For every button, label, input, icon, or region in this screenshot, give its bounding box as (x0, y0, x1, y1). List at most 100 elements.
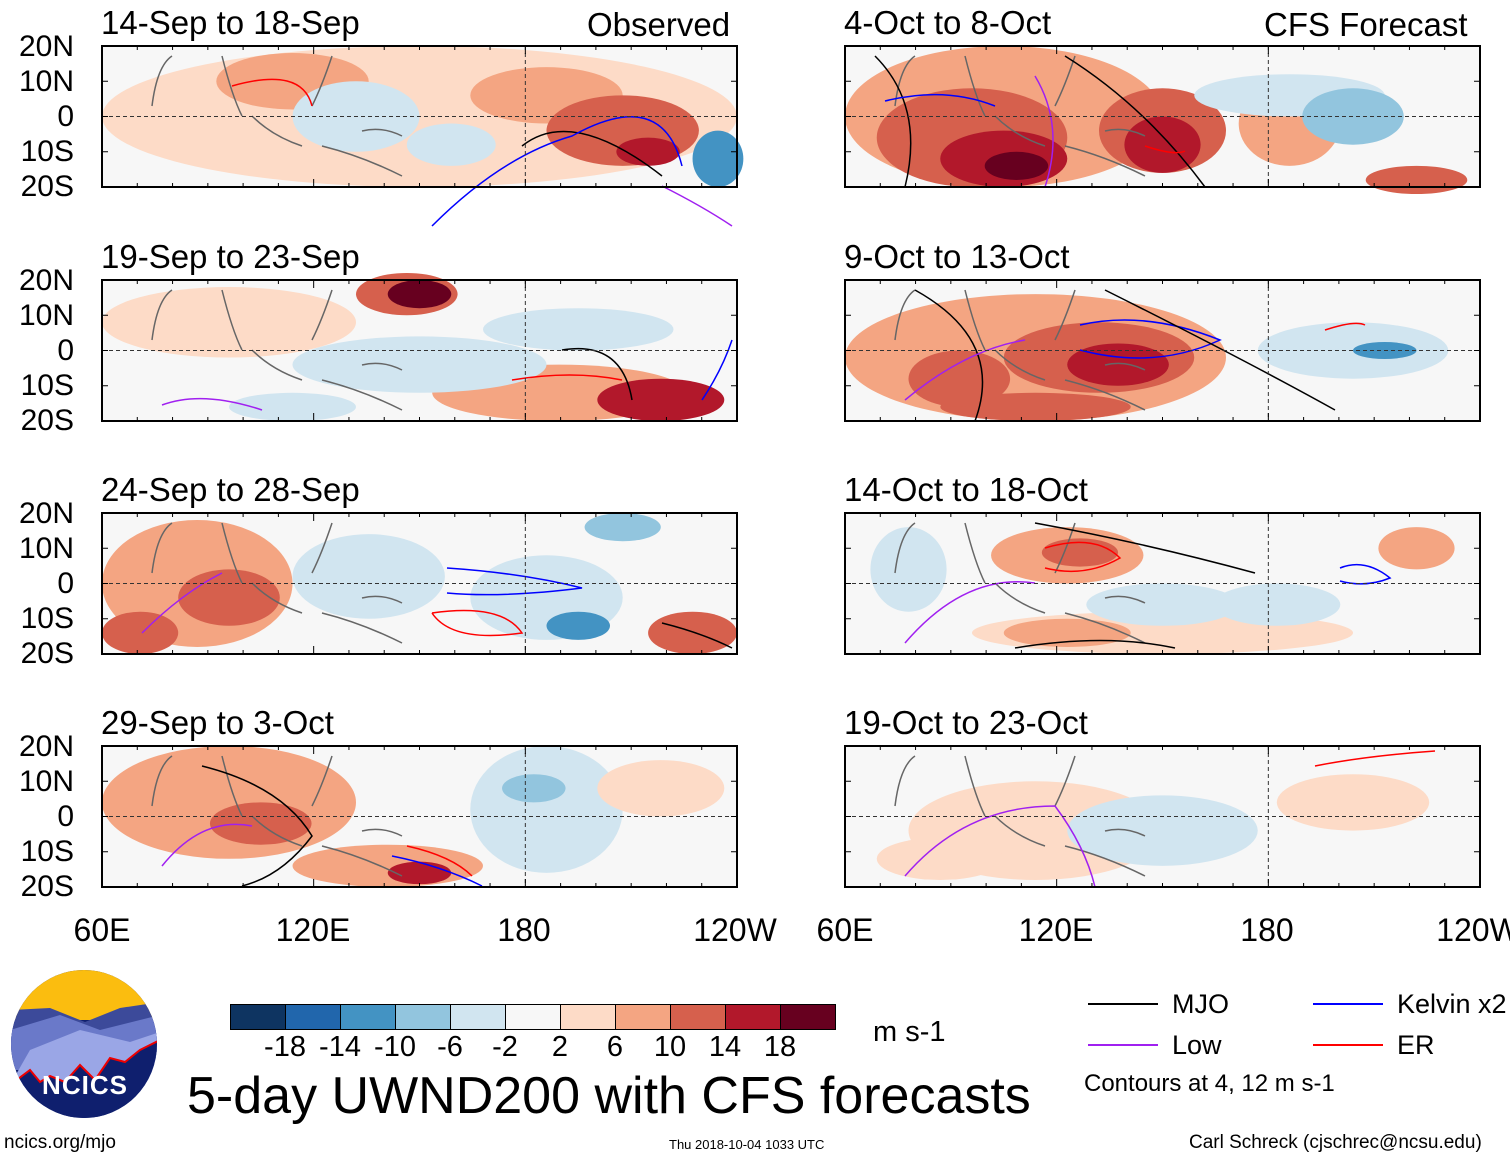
latitude-label: 20N (18, 264, 74, 297)
panel-title: 14-Oct to 18-Oct (844, 471, 1088, 508)
latitude-label: 10N (18, 765, 74, 798)
wave-contour (1144, 145, 1186, 154)
figure-title: 5-day UWND200 with CFS forecasts (187, 1067, 1031, 1125)
contour-note: Contours at 4, 12 m s-1 (1084, 1070, 1335, 1097)
panel-frame (844, 279, 1481, 422)
wave-contour (1044, 541, 1122, 573)
wave-contour (1314, 750, 1436, 767)
forecast-header: CFS Forecast (1264, 6, 1468, 43)
anomaly-region (1003, 618, 1131, 647)
longitude-label: 180 (1240, 912, 1294, 948)
anomaly-region (597, 378, 725, 421)
wave-contour (1104, 289, 1336, 411)
map-panel (844, 279, 1481, 422)
wave-contour (431, 609, 524, 637)
colorbar-swatch (615, 1004, 671, 1030)
map-panel (844, 512, 1481, 655)
latitude-label: 20S (20, 170, 74, 203)
longitude-label: 120W (1436, 912, 1510, 948)
anomaly-region (1124, 116, 1201, 173)
wave-contour (1034, 522, 1256, 574)
wave-contour (904, 805, 1096, 888)
colorbar-unit: m s-1 (873, 1016, 946, 1048)
anomaly-region (876, 837, 1004, 880)
wave-contour (161, 823, 253, 867)
wave-contour (701, 339, 733, 401)
map-panel (101, 45, 744, 227)
colorbar-label: 14 (708, 1031, 742, 1063)
colorbar-swatch (560, 1004, 616, 1030)
anomaly-region (470, 746, 623, 873)
panel-frame (101, 279, 738, 422)
wave-contour (1324, 322, 1366, 331)
colorbar-swatch (780, 1004, 836, 1030)
anomaly-region (102, 746, 356, 859)
anomaly-region (1365, 165, 1468, 195)
legend-label: MJO (1172, 989, 1229, 1019)
anomaly-region (616, 137, 680, 166)
legend-line-swatch (1313, 1003, 1383, 1005)
latitude-label: 0 (57, 800, 74, 833)
colorbar-label: -6 (437, 1031, 463, 1063)
wave-contour (914, 289, 984, 422)
latitude-label: 10N (18, 299, 74, 332)
anomaly-region (1276, 774, 1430, 831)
anomaly-region (597, 760, 725, 817)
latitude-label: 0 (57, 100, 74, 133)
legend-label: ER (1397, 1030, 1435, 1060)
panel-frame (101, 512, 738, 655)
wave-contour (141, 572, 223, 634)
longitude-label: 60E (816, 912, 874, 948)
anomaly-region (102, 287, 356, 358)
anomaly-region (229, 392, 356, 421)
panel-title: 19-Sep to 23-Sep (101, 238, 360, 275)
wave-contour (661, 185, 733, 227)
wave-contour (161, 397, 263, 411)
latitude-label: 10S (20, 835, 74, 868)
anomaly-region (546, 611, 610, 640)
longitude-label: 60E (73, 912, 131, 948)
colorbar-swatch (725, 1004, 781, 1030)
longitude-label: 120E (1018, 912, 1094, 948)
coastline (151, 522, 403, 644)
timestamp: Thu 2018-10-04 1033 UTC (669, 1137, 825, 1152)
anomaly-region (1067, 343, 1169, 386)
latitude-label: 10N (18, 532, 74, 565)
wave-contour (431, 116, 683, 227)
colorbar-label: 6 (606, 1031, 624, 1063)
anomaly-region (692, 130, 744, 187)
latitude-label: 20N (18, 497, 74, 530)
colorbar-swatch (285, 1004, 341, 1030)
colorbar-label: 18 (763, 1031, 797, 1063)
wave-contour (661, 622, 733, 649)
anomaly-region (292, 534, 445, 619)
colorbar-swatch (340, 1004, 396, 1030)
latitude-label: 0 (57, 567, 74, 600)
colorbar-swatch (670, 1004, 726, 1030)
anomaly-region (1378, 527, 1455, 570)
colorbar-label: -18 (264, 1031, 306, 1063)
colorbar-label: -2 (492, 1031, 518, 1063)
map-panel (844, 45, 1481, 195)
legend-label: Low (1172, 1030, 1222, 1060)
colorbar-swatch (505, 1004, 561, 1030)
legend-line-swatch (1088, 1044, 1158, 1046)
wave-contour (521, 130, 663, 177)
wave-contour (406, 845, 473, 877)
latitude-label: 20N (18, 730, 74, 763)
latitude-label: 20S (20, 404, 74, 437)
author-credit: Carl Schreck (cjschrec@ncsu.edu) (1189, 1132, 1482, 1153)
map-panel (101, 512, 738, 655)
coastline (151, 755, 403, 877)
wave-contour (904, 339, 1026, 401)
coastline (894, 755, 1146, 877)
wave-contour (1079, 319, 1222, 359)
site-link[interactable]: ncics.org/mjo (4, 1132, 116, 1153)
panel-title: 4-Oct to 8-Oct (844, 4, 1052, 41)
anomaly-region (387, 280, 452, 309)
panel-title: 14-Sep to 18-Sep (101, 4, 360, 41)
latitude-label: 10S (20, 135, 74, 168)
anomaly-region (1086, 583, 1239, 626)
logo-text: NCICS (42, 1070, 128, 1100)
anomaly-region (292, 844, 483, 887)
